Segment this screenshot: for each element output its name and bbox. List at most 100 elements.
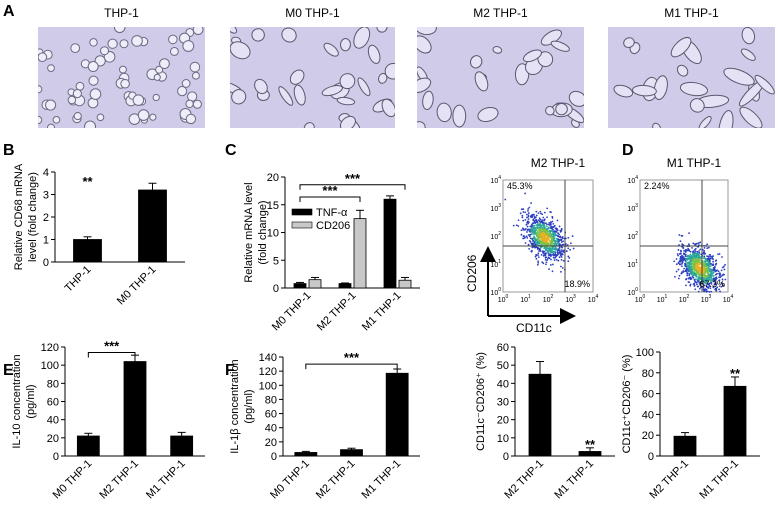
event-dot bbox=[537, 260, 539, 263]
event-dot bbox=[527, 212, 530, 214]
y-tick-label: 2 bbox=[43, 212, 49, 224]
event-dot bbox=[553, 230, 556, 233]
cell bbox=[652, 122, 661, 128]
event-dot bbox=[546, 250, 549, 252]
flow-y-tick: 101 bbox=[627, 259, 638, 269]
event-dot bbox=[528, 235, 531, 238]
event-dot bbox=[568, 256, 571, 259]
event-dot bbox=[545, 263, 547, 266]
event-dot bbox=[704, 271, 707, 274]
event-dot bbox=[537, 239, 540, 242]
cell bbox=[340, 38, 351, 52]
event-dot bbox=[545, 261, 548, 264]
event-dot bbox=[556, 237, 558, 240]
event-dot bbox=[703, 249, 706, 252]
event-dot bbox=[715, 287, 718, 290]
event-dot bbox=[539, 234, 542, 237]
y-tick-label: 0 bbox=[503, 451, 509, 463]
event-dot bbox=[554, 232, 557, 235]
event-dot bbox=[679, 263, 682, 266]
event-dot bbox=[560, 270, 562, 273]
event-dot bbox=[699, 241, 702, 244]
event-dot bbox=[525, 235, 528, 238]
event-dot bbox=[536, 263, 539, 266]
event-dot bbox=[549, 223, 552, 226]
event-dot bbox=[541, 213, 544, 216]
event-dot bbox=[716, 286, 719, 289]
y-tick-label: 100 bbox=[41, 360, 59, 372]
event-dot bbox=[694, 250, 697, 253]
event-dot bbox=[528, 206, 531, 209]
tick-exp: 2 bbox=[498, 231, 501, 237]
event-dot bbox=[543, 218, 546, 221]
event-dot bbox=[543, 211, 546, 214]
y-tick-label: 20 bbox=[267, 172, 279, 184]
event-dot bbox=[537, 212, 540, 215]
cell bbox=[452, 104, 467, 128]
y-tick-label: 50 bbox=[497, 360, 509, 372]
event-dot bbox=[548, 222, 551, 224]
event-dot bbox=[689, 266, 692, 269]
event-dot bbox=[694, 269, 697, 271]
y-tick-label: 100 bbox=[636, 347, 654, 359]
cell bbox=[113, 27, 126, 34]
event-dot bbox=[706, 281, 709, 283]
bar bbox=[76, 435, 100, 457]
event-dot bbox=[697, 258, 700, 261]
event-dot bbox=[694, 252, 697, 255]
significance: *** bbox=[345, 171, 361, 186]
event-dot bbox=[547, 227, 550, 230]
event-dot bbox=[709, 270, 712, 273]
event-dot bbox=[530, 228, 533, 231]
event-dot bbox=[534, 243, 537, 246]
event-dot bbox=[542, 254, 545, 257]
event-dot bbox=[724, 263, 726, 266]
event-dot bbox=[684, 255, 687, 258]
panel-letter: F bbox=[225, 362, 235, 379]
event-dot bbox=[560, 238, 563, 241]
event-dot bbox=[555, 258, 558, 261]
event-dot bbox=[703, 256, 706, 259]
event-dot bbox=[538, 226, 541, 229]
event-dot bbox=[699, 271, 701, 274]
y-tick-label: 140 bbox=[259, 352, 277, 364]
flow-title: M2 THP-1 bbox=[531, 156, 586, 170]
event-dot bbox=[689, 284, 692, 287]
event-dot bbox=[688, 274, 691, 277]
event-dot bbox=[561, 246, 564, 249]
cell bbox=[339, 115, 356, 128]
event-dot bbox=[707, 273, 709, 276]
event-dot bbox=[695, 255, 698, 258]
event-dot bbox=[547, 233, 550, 236]
cell bbox=[132, 94, 145, 106]
cell bbox=[89, 38, 98, 47]
cell bbox=[72, 89, 82, 99]
cell bbox=[550, 40, 570, 52]
event-dot bbox=[687, 258, 690, 261]
event-dot bbox=[533, 215, 536, 218]
x-tick-label: M2 THP-1 bbox=[315, 290, 359, 334]
event-dot bbox=[560, 258, 563, 261]
x-tick-label: M0 THP-1 bbox=[268, 458, 312, 502]
event-dot bbox=[550, 238, 553, 241]
tick-base: 10 bbox=[627, 290, 635, 297]
cell bbox=[168, 34, 178, 45]
event-dot bbox=[552, 253, 555, 255]
event-dot bbox=[542, 242, 545, 245]
event-dot bbox=[526, 225, 529, 228]
event-dot bbox=[709, 254, 712, 256]
cell bbox=[177, 86, 188, 97]
event-dot bbox=[517, 219, 520, 222]
cell bbox=[323, 42, 339, 57]
event-dot bbox=[704, 268, 707, 270]
event-dot bbox=[540, 238, 543, 240]
event-dot bbox=[712, 271, 715, 274]
event-dot bbox=[553, 259, 556, 262]
event-dot bbox=[702, 270, 704, 273]
event-dot bbox=[697, 268, 700, 271]
event-dot bbox=[697, 280, 700, 282]
y-axis-label: (pg/ml) bbox=[25, 384, 37, 418]
event-dot bbox=[541, 240, 543, 242]
event-dot bbox=[546, 238, 549, 241]
event-dot bbox=[717, 253, 719, 256]
